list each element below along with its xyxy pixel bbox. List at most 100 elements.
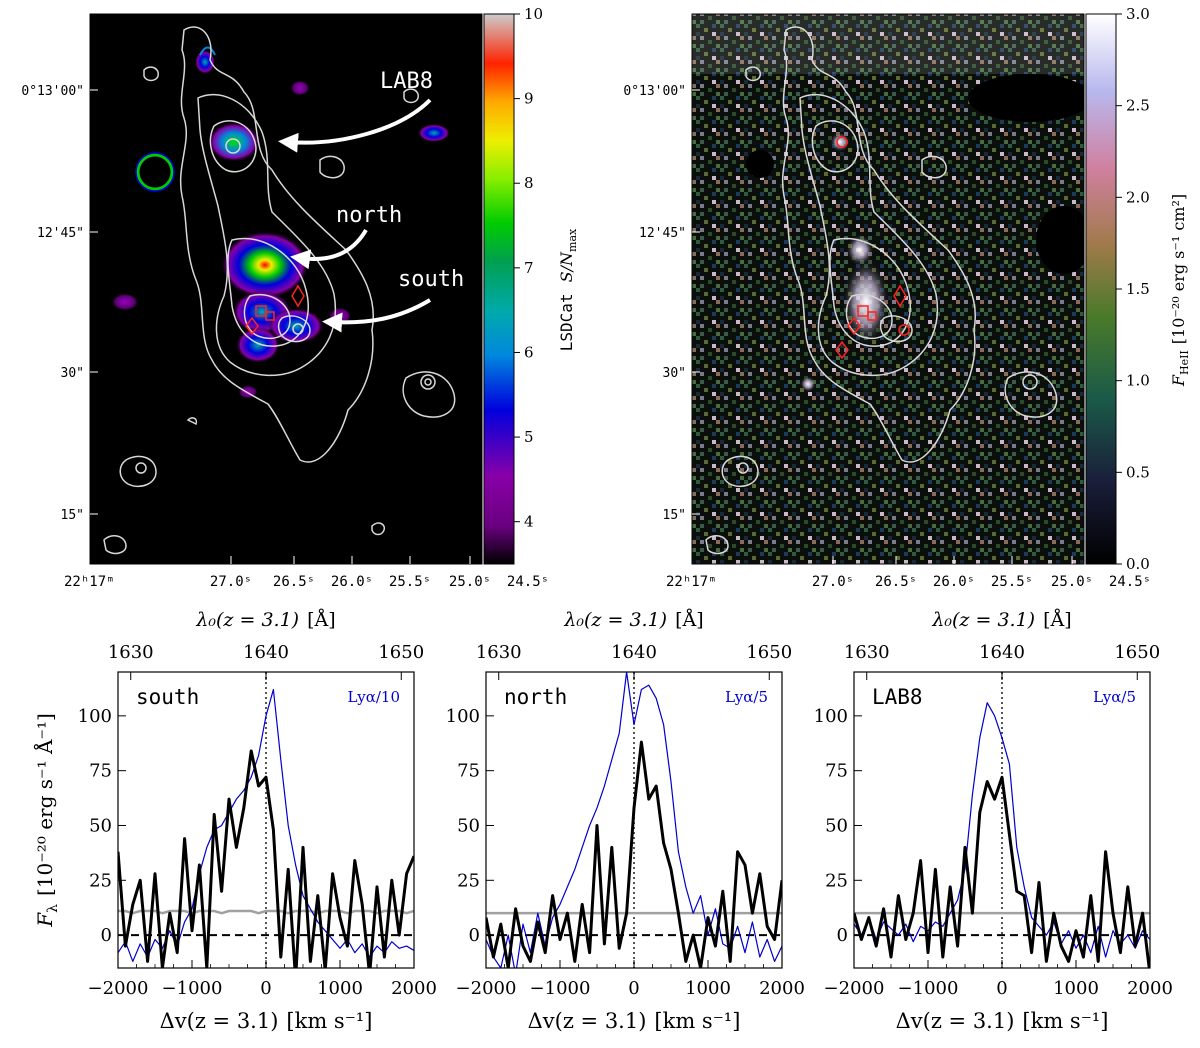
spectrum-lya-label-1: Lyα/5: [725, 688, 768, 706]
left-colorbar-tick-label-1: 5: [524, 428, 534, 446]
left-colorbar-tick-label-3: 7: [524, 259, 534, 277]
spectrum-ytick-label-1-1: 25: [457, 870, 480, 891]
left-colorbar-scale: [483, 13, 515, 565]
spectrum-toptick-label-1-1: 1640: [611, 642, 657, 663]
left-map-dec-label-0: 0°13'00": [21, 84, 84, 99]
spectrum-xlabel-2: Δv(z = 3.1) [km s⁻¹]: [896, 1009, 1109, 1033]
spectrum-lya-label-0: Lyα/10: [348, 688, 400, 706]
spectrum-xtick-label-2-0: −2000: [824, 978, 885, 999]
right-map-contours: [705, 26, 1058, 555]
left-colorbar-tick-label-2: 6: [524, 343, 534, 361]
right-map-ra-label-2: 26.5ˢ: [875, 574, 917, 590]
right-colorbar-tick-label-5: 2.5: [1126, 97, 1150, 115]
right-map-ra-label-0: 22ʰ17ᵐ: [666, 574, 717, 590]
spectrum-ytick-label-1-0: 0: [469, 925, 480, 946]
right-map-ra-label-5: 25.0ˢ: [1051, 574, 1093, 590]
spectrum-lya-label-2: Lyα/5: [1093, 688, 1136, 706]
spectra-ylabel: Fλ[10⁻²⁰ erg s⁻¹ Å⁻¹]: [32, 713, 61, 928]
spectrum-toptick-label-1-0: 1630: [476, 642, 522, 663]
spectrum-xtick-label-1-3: 1000: [685, 978, 731, 999]
spectrum-toptick-label-0-1: 1640: [243, 642, 289, 663]
spectrum-panel-1: −2000 −1000 0 1000 2000 1630 1640 1650 0 25 50 75 10…: [446, 609, 805, 1033]
right-map-dec-label-2: 30": [663, 366, 686, 381]
right-map-ra-label-4: 25.5ˢ: [991, 574, 1033, 590]
right-colorbar-tick-label-6: 3.0: [1126, 5, 1150, 23]
spectrum-series-heii-2: [854, 775, 1150, 968]
left-map-red-markers: [245, 284, 305, 336]
right-map-emission: [692, 14, 1084, 555]
spectrum-ytick-label-2-4: 100: [814, 706, 848, 727]
left-map-dec-label-2: 30": [61, 366, 84, 381]
left-map-ra-label-1: 27.0ˢ: [210, 574, 252, 590]
spectrum-xtick-label-0-3: 1000: [317, 978, 363, 999]
right-map-dec-label-3: 15": [663, 508, 686, 523]
spectrum-ytick-label-2-0: 0: [837, 925, 848, 946]
left-map-contours: [103, 26, 456, 555]
left-colorbar-label: LSDCat S/Nmax: [557, 228, 579, 351]
right-map-panel: 0°13'00" 12'45" 30" 15" 22ʰ17ᵐ 27.0ˢ 26.5ˢ 26.0…: [623, 13, 1151, 590]
spectrum-xtick-label-2-1: −1000: [898, 978, 959, 999]
spectrum-xtick-label-0-1: −1000: [162, 978, 223, 999]
spectrum-xtick-label-2-4: 2000: [1127, 978, 1173, 999]
left-map-ra-label-6: 24.5ˢ: [507, 574, 549, 590]
spectrum-toptick-label-2-0: 1630: [844, 642, 890, 663]
spectrum-xlabel-1: Δv(z = 3.1) [km s⁻¹]: [528, 1009, 741, 1033]
spectrum-xtick-label-2-2: 0: [996, 978, 1007, 999]
right-colorbar-label: FHeII[10⁻²⁰ erg s⁻¹ cm²]: [1169, 194, 1191, 387]
spectrum-toplabel-2: λ₀(z = 3.1) [Å]: [931, 609, 1071, 631]
left-colorbar: 4 5 6 7 8 9 10 LSDCat S/Nmax: [483, 5, 579, 565]
spectrum-toptick-label-2-1: 1640: [979, 642, 1025, 663]
spectrum-series-heii-1: [486, 740, 782, 968]
spectrum-ytick-label-2-2: 50: [825, 815, 848, 836]
spectrum-label-2: LAB8: [872, 685, 923, 709]
left-colorbar-tick-label-0: 4: [524, 513, 534, 531]
right-map-ra-label-1: 27.0ˢ: [812, 574, 854, 590]
spectrum-ytick-label-2-1: 25: [825, 870, 848, 891]
right-map-red-markers: [835, 136, 910, 360]
right-colorbar-tick-label-3: 1.5: [1126, 280, 1150, 298]
spectrum-label-0: south: [136, 685, 199, 709]
left-map-emission: LAB8 north south: [103, 26, 464, 555]
right-map-ra-label-6: 24.5ˢ: [1109, 574, 1151, 590]
left-colorbar-tick-label-5: 9: [524, 90, 534, 108]
spectrum-toplabel-0: λ₀(z = 3.1) [Å]: [195, 609, 335, 631]
spectrum-ytick-label-0-4: 100: [78, 706, 112, 727]
spectrum-toptick-label-1-2: 1650: [746, 642, 792, 663]
annotation-north: north: [336, 203, 402, 228]
spectrum-series-heii-0: [118, 749, 414, 968]
left-map-ra-label-3: 26.0ˢ: [331, 574, 373, 590]
annotation-south: south: [398, 267, 464, 292]
right-map-dec-label-0: 0°13'00": [623, 84, 686, 99]
spectrum-ytick-label-2-3: 75: [825, 761, 848, 782]
right-colorbar-scale: [1085, 13, 1117, 565]
spectrum-xtick-label-0-2: 0: [260, 978, 271, 999]
left-map-ra-label-0: 22ʰ17ᵐ: [64, 574, 115, 590]
right-colorbar-tick-label-0: 0.0: [1126, 555, 1150, 573]
right-colorbar-tick-label-1: 0.5: [1126, 463, 1150, 481]
left-map-dec-label-1: 12'45": [37, 226, 84, 241]
right-colorbar-tick-label-4: 2.0: [1126, 188, 1150, 206]
spectrum-panel-0: −2000 −1000 0 1000 2000 1630 1640 1650 0 25 50 75 10…: [78, 609, 437, 1033]
right-map-dec-label-1: 12'45": [639, 226, 686, 241]
spectrum-ytick-label-1-4: 100: [446, 706, 480, 727]
spectrum-xtick-label-1-0: −2000: [456, 978, 517, 999]
spectrum-toplabel-1: λ₀(z = 3.1) [Å]: [563, 609, 703, 631]
spectrum-toptick-label-0-2: 1650: [378, 642, 424, 663]
spectrum-toptick-label-2-2: 1650: [1114, 642, 1160, 663]
right-colorbar: 0.0 0.5 1.0 1.5 2.0 2.5 3.0 FHeII[10⁻²⁰ erg s⁻…: [1085, 5, 1191, 573]
left-map-dec-label-3: 15": [61, 508, 84, 523]
spectrum-xtick-label-0-4: 2000: [391, 978, 437, 999]
left-colorbar-ticks: 4 5 6 7 8 9 10: [514, 5, 543, 531]
left-map-ra-label-5: 25.0ˢ: [449, 574, 491, 590]
left-colorbar-tick-label-6: 10: [524, 5, 543, 23]
spectrum-ytick-label-1-2: 50: [457, 815, 480, 836]
spectrum-xtick-label-2-3: 1000: [1053, 978, 1099, 999]
left-map-panel: LAB8 north south 0°13'00" 12'45" 30" 15" 22ʰ…: [21, 13, 549, 590]
spectrum-ytick-label-0-3: 75: [89, 761, 112, 782]
spectrum-ytick-label-0-0: 0: [101, 925, 112, 946]
spectrum-xtick-label-0-0: −2000: [88, 978, 149, 999]
spectrum-xtick-label-1-1: −1000: [530, 978, 591, 999]
spectrum-xtick-label-1-4: 2000: [759, 978, 805, 999]
